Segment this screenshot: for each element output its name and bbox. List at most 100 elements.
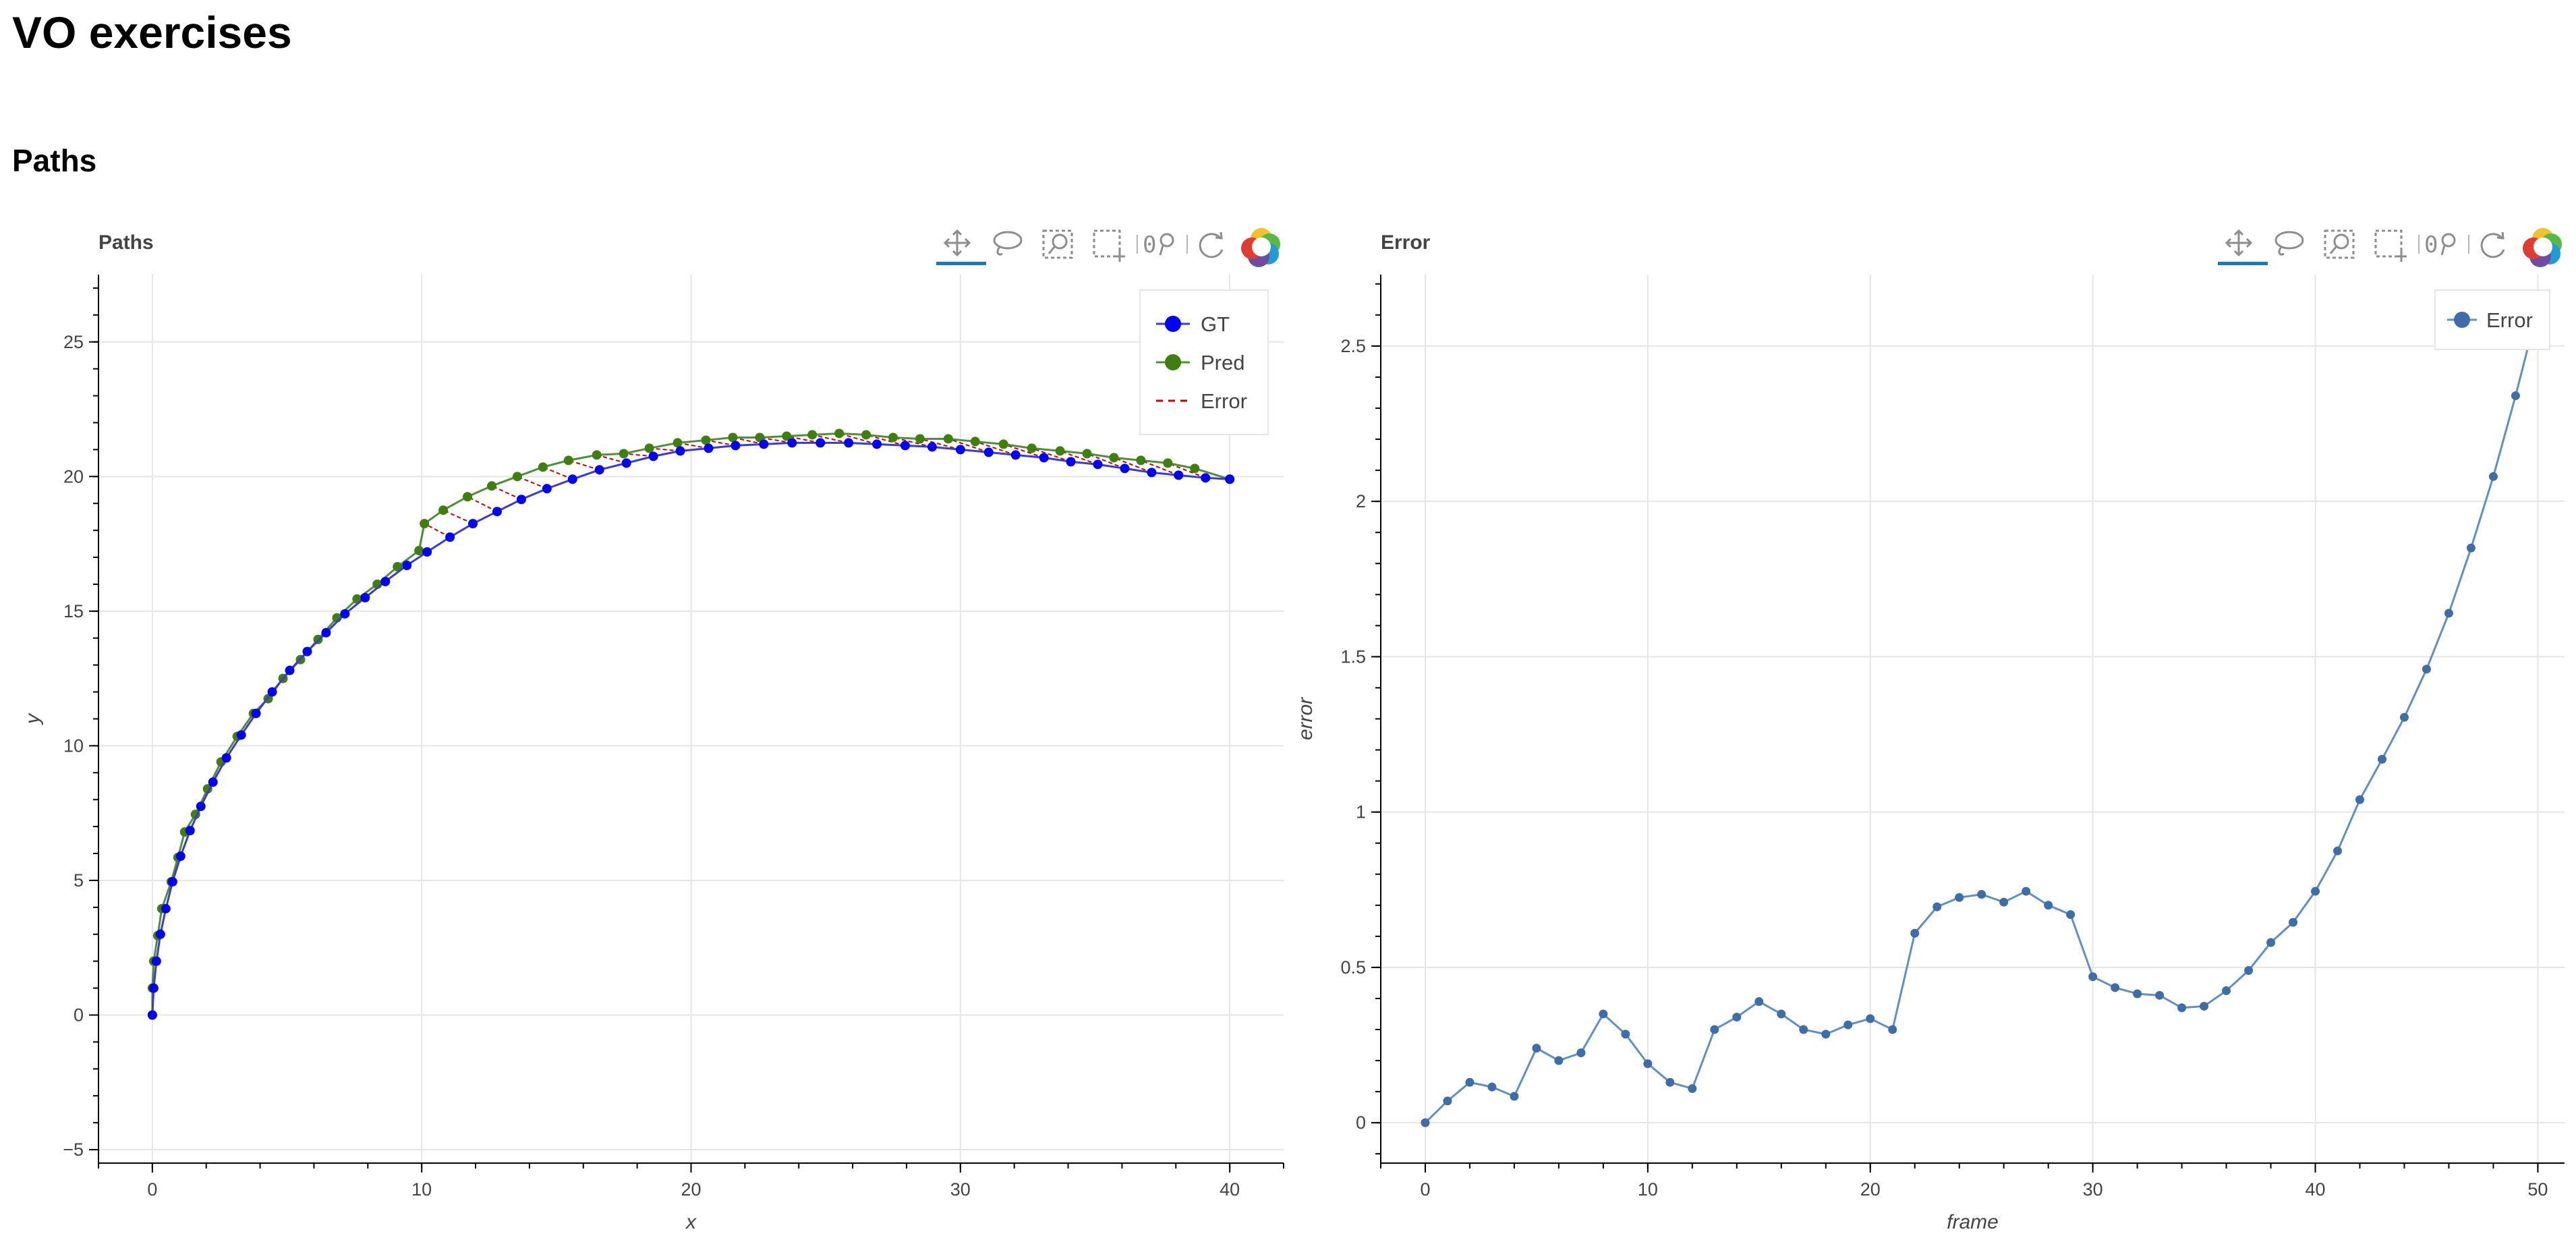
pan-icon (943, 229, 971, 257)
gt-point (1093, 459, 1103, 470)
error-point (1732, 1013, 1742, 1022)
error-segment (975, 441, 1016, 456)
pred-point (943, 434, 953, 444)
gt-point (1174, 470, 1184, 480)
gt-point (704, 443, 714, 453)
gt-point (872, 439, 882, 449)
box-select-icon[interactable] (1093, 229, 1125, 262)
pan-tool-button[interactable] (2218, 229, 2268, 265)
legend-item-error[interactable]: Error (2447, 308, 2533, 332)
pred-point (463, 492, 473, 502)
box-zoom-icon[interactable] (2324, 229, 2355, 259)
error-point (1910, 928, 1920, 938)
error-point (1487, 1082, 1497, 1092)
error-point (1532, 1044, 1541, 1053)
error-segment (568, 459, 600, 471)
legend-item-gt[interactable]: GT (1156, 312, 1230, 336)
wheel-zoom-icon[interactable]: 0 (1143, 231, 1174, 258)
paths-plot-canvas[interactable]: 0 Paths 0 10 20 30 40 −5 0 5 10 15 20 25 x y GT Pred Erro… (0, 216, 1295, 1238)
reset-icon[interactable] (2480, 231, 2505, 258)
x-tick-label: 20 (681, 1179, 701, 1200)
gt-point (927, 442, 937, 452)
pred-point (1136, 455, 1146, 466)
x-axis-label: x (685, 1211, 697, 1233)
error-point (2133, 989, 2142, 998)
pan-tool-button[interactable] (936, 229, 986, 265)
legend-item-pred[interactable]: Pred (1156, 351, 1244, 374)
pred-point (619, 449, 629, 459)
legend-item-error[interactable]: Error (1156, 389, 1247, 413)
pred-point (538, 462, 548, 472)
section-title: Paths (12, 143, 97, 178)
error-point (2377, 754, 2386, 764)
paths-legend: GT Pred Error (1139, 289, 1269, 435)
error-point (2422, 665, 2431, 674)
gt-point (844, 438, 854, 448)
x-tick-label: 10 (411, 1179, 432, 1200)
bokeh-logo-icon[interactable] (1241, 228, 1280, 267)
gt-series (147, 438, 1235, 1020)
paths-plot[interactable]: 0 Paths 0 10 20 30 40 −5 0 5 10 15 20 25 x y GT Pred Erro… (0, 216, 1295, 1238)
gt-point (955, 445, 965, 455)
error-segment (865, 434, 906, 447)
y-tick-label: 0.5 (1340, 957, 1366, 978)
x-tick-label: 0 (1420, 1179, 1430, 1200)
error-plot[interactable]: 0 Error 0 10 20 30 40 50 0 0.5 1 1.5 2 2.5 frame error… (1282, 216, 2576, 1238)
error-point (1999, 897, 2009, 907)
pred-point (512, 472, 522, 482)
error-segment (1167, 462, 1206, 479)
error-point (1777, 1009, 1786, 1019)
gt-point (422, 547, 432, 557)
gt-point (155, 929, 165, 939)
lasso-select-icon[interactable] (2274, 231, 2304, 256)
legend-swatch-marker (1165, 316, 1181, 332)
pred-point (1190, 463, 1200, 474)
x-tick-label: 40 (2306, 1179, 2326, 1200)
page-title: VO exercises (12, 7, 292, 57)
y-tick-label: 10 (63, 735, 84, 756)
pred-point (1027, 443, 1037, 453)
error-toolbar: 0 (2218, 228, 2562, 267)
active-tool-indicator (936, 262, 986, 265)
error-segment (760, 437, 793, 444)
y-tick-label: 0 (74, 1005, 84, 1025)
pred-point (782, 431, 792, 441)
error-point (1933, 902, 1942, 911)
x-tick-label: 30 (2083, 1179, 2103, 1200)
gt-point (251, 708, 261, 719)
error-point (2266, 938, 2276, 947)
gt-point (221, 753, 231, 763)
x-tick-label: 10 (1638, 1179, 1658, 1200)
error-point (1754, 997, 1764, 1007)
box-zoom-icon[interactable] (1042, 229, 1073, 259)
reset-icon[interactable] (1199, 231, 1224, 258)
error-segment (649, 447, 681, 452)
error-point (2088, 972, 2098, 982)
pred-point (644, 443, 654, 453)
error-plot-canvas[interactable]: 0 Error 0 10 20 30 40 50 0 0.5 1 1.5 2 2.5 frame error… (1282, 216, 2576, 1238)
box-select-icon[interactable] (2374, 229, 2407, 262)
pred-point (1082, 449, 1092, 459)
gt-point (516, 495, 526, 505)
grid (1381, 275, 2565, 1163)
gt-point (161, 903, 171, 913)
lasso-select-icon[interactable] (993, 231, 1023, 256)
gt-point (285, 665, 295, 675)
error-point (2511, 391, 2520, 401)
bokeh-logo-icon[interactable] (2523, 228, 2562, 267)
error-segment (1114, 457, 1152, 474)
error-segment (442, 509, 474, 525)
wheel-zoom-icon[interactable]: 0 (2424, 231, 2456, 258)
pred-point (701, 435, 711, 445)
pred-point (393, 562, 403, 572)
svg-text:0: 0 (2424, 231, 2438, 258)
gt-point (267, 687, 277, 697)
gt-point (321, 627, 331, 638)
gt-point (1039, 453, 1049, 463)
error-point (1510, 1092, 1519, 1101)
grid (98, 275, 1284, 1163)
error-legend: Error (2434, 289, 2550, 350)
error-point (2355, 795, 2365, 804)
pred-point (861, 430, 871, 440)
gt-point (1066, 457, 1076, 467)
